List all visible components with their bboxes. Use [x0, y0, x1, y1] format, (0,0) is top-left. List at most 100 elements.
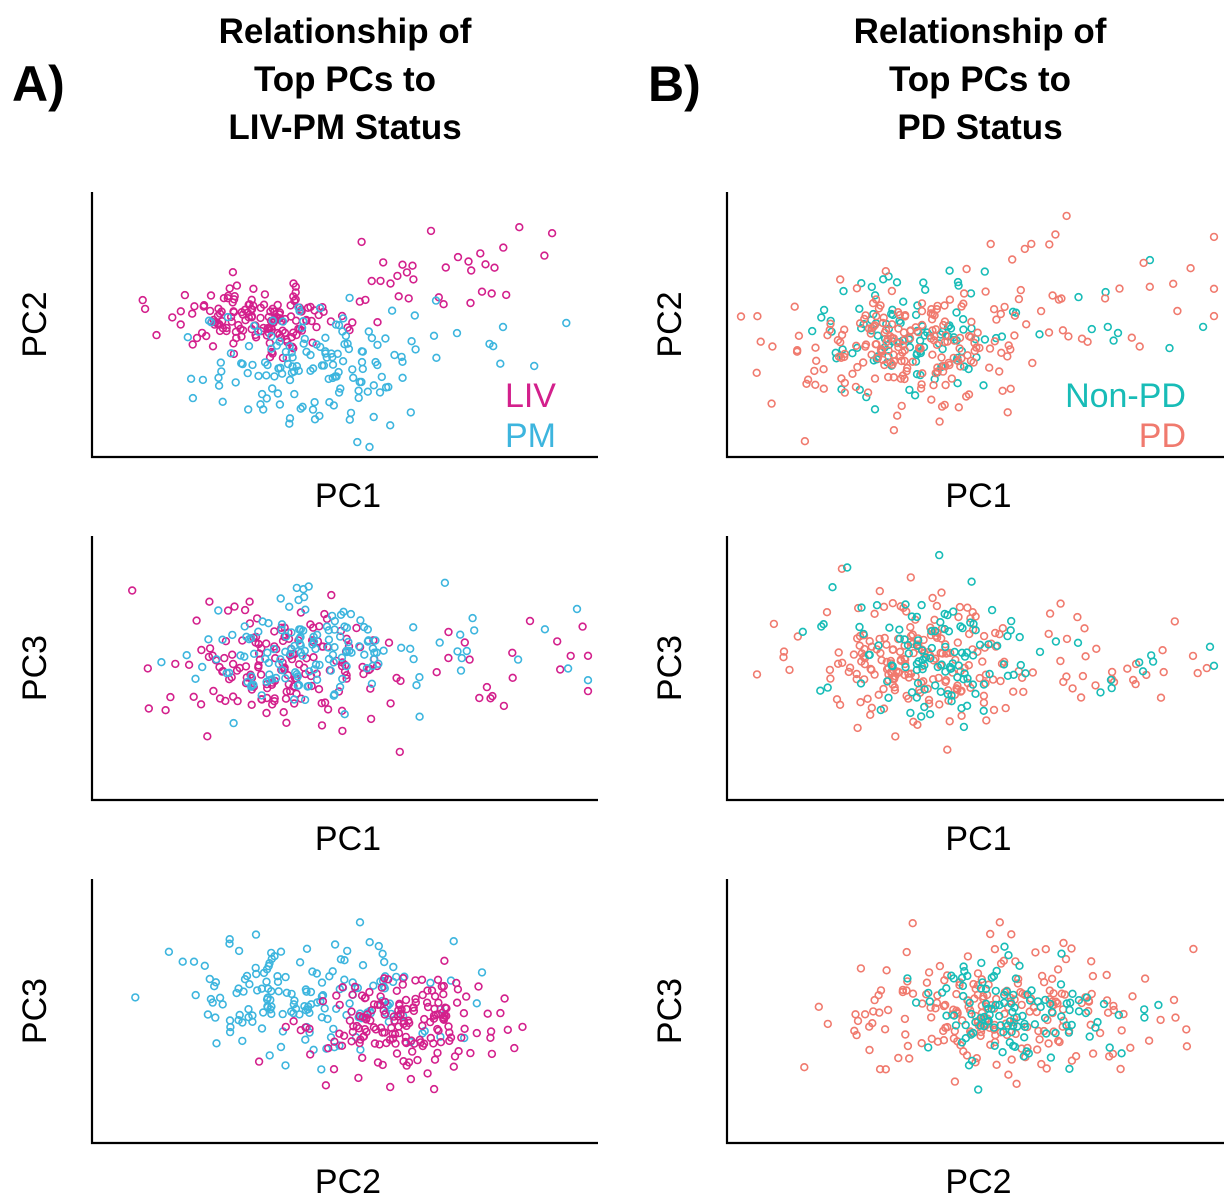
data-point-liv: [452, 998, 462, 1007]
data-point-pd: [896, 602, 905, 611]
data-point-liv: [314, 684, 324, 694]
data-point-pd: [945, 717, 954, 726]
data-point-pd: [924, 968, 934, 977]
data-point-pd: [823, 1019, 832, 1029]
data-point-liv: [203, 732, 212, 741]
data-point-pm: [406, 644, 415, 653]
data-point-non-pd: [1015, 961, 1024, 970]
data-point-pd: [1088, 1049, 1098, 1058]
data-point-pd: [852, 634, 862, 643]
data-point-pd: [1209, 284, 1219, 293]
data-point-pm: [357, 377, 366, 387]
data-point-pm: [282, 988, 291, 997]
data-point-non-pd: [910, 391, 920, 400]
data-point-pm: [281, 347, 291, 357]
data-point-liv: [496, 1008, 505, 1018]
data-point-pm: [369, 381, 378, 390]
data-point-pm: [390, 350, 399, 360]
data-point-liv: [466, 298, 475, 308]
data-point-pm: [406, 408, 415, 417]
data-point-pm: [249, 321, 259, 330]
data-point-pd: [964, 660, 973, 670]
data-point-liv: [215, 309, 225, 318]
y-axis-label: PC3: [651, 978, 689, 1044]
scatter-plot-1: PC1 PC2: [16, 192, 598, 515]
data-point-pd: [880, 328, 889, 337]
data-point-pd: [1084, 997, 1094, 1006]
data-point-pd: [1010, 311, 1020, 320]
data-point-non-pd: [870, 291, 880, 300]
data-point-pm: [247, 672, 256, 681]
data-point-non-pd: [1091, 1023, 1100, 1032]
data-point-liv: [475, 693, 484, 703]
data-point-pd: [851, 382, 861, 392]
data-point-non-pd: [930, 681, 940, 690]
data-point-non-pd: [826, 316, 835, 326]
data-point-pm: [218, 1000, 227, 1009]
data-point-pd: [937, 588, 946, 597]
data-point-non-pd: [987, 1004, 996, 1014]
data-point-liv: [343, 323, 352, 332]
data-point-non-pd: [983, 1017, 992, 1026]
data-point-liv: [357, 991, 367, 1000]
data-point-liv: [367, 1005, 377, 1015]
data-point-pm: [276, 594, 285, 603]
data-point-pm: [285, 375, 295, 385]
data-point-pd: [1170, 617, 1180, 626]
data-point-non-pd: [957, 648, 967, 657]
data-point-pd: [973, 328, 982, 337]
data-point-liv: [452, 978, 461, 988]
data-point-liv: [228, 659, 238, 669]
data-point-liv: [329, 1064, 339, 1074]
data-point-pd: [870, 609, 879, 618]
data-point-liv: [260, 290, 270, 299]
data-point-pd: [900, 312, 910, 321]
data-point-pd: [837, 658, 847, 667]
data-point-non-pd: [918, 664, 927, 674]
legend-label-pd: PD: [1139, 417, 1186, 455]
data-point-non-pd: [963, 971, 972, 981]
data-point-pd: [1041, 944, 1051, 954]
data-point-pm: [277, 369, 287, 378]
data-point-liv: [245, 597, 254, 606]
data-point-pm: [164, 947, 174, 956]
data-point-pd: [939, 361, 948, 371]
data-point-pd: [940, 317, 950, 326]
data-point-liv: [190, 302, 199, 311]
data-point-liv: [453, 252, 463, 262]
data-point-pm: [240, 652, 249, 661]
data-point-liv: [281, 1022, 290, 1032]
data-point-pd: [779, 647, 789, 656]
data-point-pm: [358, 960, 368, 970]
data-point-liv: [226, 312, 236, 322]
data-point-pd: [998, 386, 1007, 395]
data-point-pd: [972, 343, 981, 352]
data-point-liv: [408, 261, 417, 270]
data-point-pd: [819, 365, 828, 374]
data-point-liv: [144, 704, 154, 713]
data-point-pm: [311, 660, 321, 669]
data-point-liv: [295, 660, 304, 669]
data-point-pd: [1021, 320, 1031, 329]
data-point-pd: [1135, 342, 1144, 351]
data-point-pm: [330, 940, 340, 949]
data-point-pm: [262, 977, 271, 986]
data-point-pm: [157, 657, 166, 667]
scatter-plot-5: PC1 PC3: [651, 536, 1224, 858]
data-point-pd: [840, 378, 849, 388]
data-point-non-pd: [912, 612, 922, 622]
data-point-pm: [321, 333, 330, 342]
data-point-pm: [240, 622, 249, 631]
data-point-pm: [273, 977, 283, 986]
data-point-liv: [366, 684, 375, 693]
data-point-pm: [317, 1065, 326, 1074]
data-point-liv: [342, 674, 351, 683]
data-point-pd: [909, 648, 918, 658]
data-point-non-pd: [964, 364, 973, 374]
data-point-pd: [1001, 703, 1010, 713]
data-point-liv: [386, 279, 395, 288]
data-point-pm: [259, 1008, 268, 1017]
data-point-liv: [189, 692, 198, 701]
data-point-pd: [900, 346, 909, 355]
data-point-pm: [312, 969, 321, 978]
